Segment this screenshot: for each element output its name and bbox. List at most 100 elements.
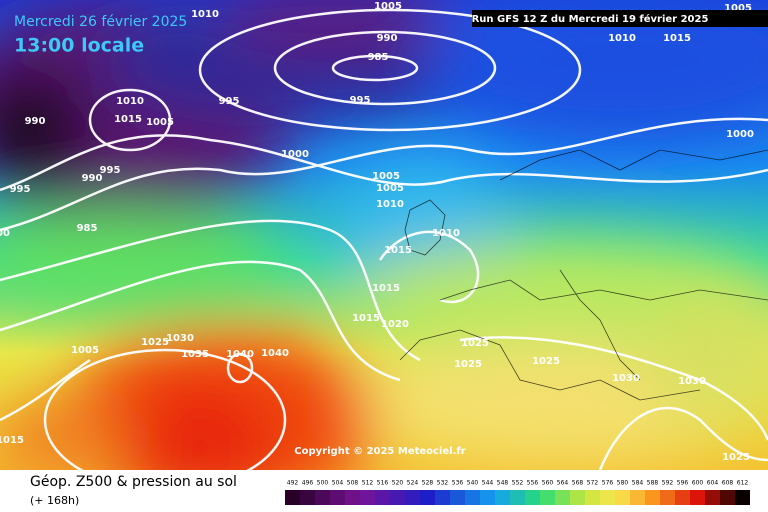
colorbar-swatch xyxy=(495,490,510,505)
footer-lead: (+ 168h) xyxy=(30,494,79,507)
colorbar-swatch xyxy=(315,490,330,505)
colorbar-label: 596 xyxy=(677,480,689,487)
colorbar-label: 556 xyxy=(527,480,539,487)
footer-title: Géop. Z500 & pression au sol xyxy=(30,474,237,490)
colorbar-swatch xyxy=(600,490,615,505)
colorbar-swatch xyxy=(540,490,555,505)
copyright: Copyright © 2025 Meteociel.fr xyxy=(294,446,465,457)
colorbar-swatch xyxy=(570,490,585,505)
colorbar-label: 548 xyxy=(497,480,509,487)
colorbar-label: 492 xyxy=(287,480,299,487)
colorbar-label: 532 xyxy=(437,480,449,487)
colorbar-label: 576 xyxy=(602,480,614,487)
colorbar-swatch xyxy=(345,490,360,505)
isobar-label: 1040 xyxy=(226,349,254,360)
colorbar-label: 592 xyxy=(662,480,674,487)
colorbar-label: 544 xyxy=(482,480,494,487)
isobar-label: 995 xyxy=(10,184,31,195)
colorbar-label: 500 xyxy=(317,480,329,487)
isobar-label: 1000 xyxy=(0,228,10,239)
isobar-label: 1010 xyxy=(376,199,404,210)
colorbar-swatch xyxy=(645,490,660,505)
isobar-label: 1025 xyxy=(141,337,169,348)
colorbar-swatch xyxy=(630,490,645,505)
isobar-label: 1000 xyxy=(726,129,754,140)
isobar-label: 1020 xyxy=(381,319,409,330)
isobar-label: 1015 xyxy=(114,114,142,125)
isobar-label: 1035 xyxy=(181,349,209,360)
colorbar-swatch xyxy=(585,490,600,505)
colorbar-label: 540 xyxy=(467,480,479,487)
colorbar-swatch xyxy=(525,490,540,505)
colorbar-label: 516 xyxy=(377,480,389,487)
isobar-label: 1015 xyxy=(663,33,691,44)
run-box xyxy=(472,10,768,27)
isobar-label: 1025 xyxy=(722,452,750,463)
colorbar-label: 496 xyxy=(302,480,314,487)
colorbar-swatch xyxy=(435,490,450,505)
isobar-label: 1010 xyxy=(191,9,219,20)
colorbar-swatch xyxy=(390,490,405,505)
isobar-label: 990 xyxy=(25,116,46,127)
colorbar-label: 580 xyxy=(617,480,629,487)
colorbar-swatch xyxy=(735,490,750,505)
colorbar-label: 560 xyxy=(542,480,554,487)
isobar-label: 1005 xyxy=(146,117,174,128)
isobar-label: 1025 xyxy=(461,338,489,349)
colorbar-label: 504 xyxy=(332,480,344,487)
isobar-label: 995 xyxy=(350,95,371,106)
colorbar-swatch xyxy=(480,490,495,505)
isobar-label: 985 xyxy=(368,52,389,63)
colorbar-label: 552 xyxy=(512,480,524,487)
colorbar-label: 604 xyxy=(707,480,719,487)
colorbar-label: 524 xyxy=(407,480,419,487)
isobar-label: 995 xyxy=(100,165,121,176)
colorbar-label: 536 xyxy=(452,480,464,487)
colorbar-swatch xyxy=(360,490,375,505)
isobar-label: 985 xyxy=(77,223,98,234)
isobar-label: 1015 xyxy=(0,435,24,446)
isobar-label: 1030 xyxy=(612,373,640,384)
isobar-label: 1025 xyxy=(532,356,560,367)
colorbar-label: 608 xyxy=(722,480,734,487)
isobar-label: 1010 xyxy=(608,33,636,44)
isobar-label: 995 xyxy=(219,96,240,107)
colorbar-swatch xyxy=(420,490,435,505)
colorbar: 492 496 500 504 508 512 516 520 524 528 532 536 540 5… xyxy=(285,480,750,505)
isobar-label: 1005 xyxy=(376,183,404,194)
isobar-label: 1015 xyxy=(352,313,380,324)
isobar-label: 1005 xyxy=(71,345,99,356)
run-info: Run GFS 12 Z du Mercredi 19 février 2025 xyxy=(472,13,709,25)
isobar-label: 1005 xyxy=(374,1,402,12)
colorbar-swatch xyxy=(300,490,315,505)
colorbar-swatch xyxy=(510,490,525,505)
colorbar-swatch xyxy=(615,490,630,505)
colorbar-swatch xyxy=(555,490,570,505)
colorbar-label: 564 xyxy=(557,480,569,487)
isobar-label: 1010 xyxy=(432,228,460,239)
colorbar-swatch xyxy=(465,490,480,505)
colorbar-swatch xyxy=(405,490,420,505)
isobar-label: 1030 xyxy=(166,333,194,344)
date: Mercredi 26 février 2025 xyxy=(14,14,187,30)
colorbar-swatch xyxy=(450,490,465,505)
colorbar-label: 612 xyxy=(737,480,749,487)
colorbar-label: 520 xyxy=(392,480,404,487)
isobar-label: 990 xyxy=(82,173,103,184)
isobar-label: 1005 xyxy=(372,171,400,182)
colorbar-swatch xyxy=(690,490,705,505)
isobar-label: 1010 xyxy=(116,96,144,107)
isobar-label: 1015 xyxy=(372,283,400,294)
colorbar-label: 584 xyxy=(632,480,644,487)
colorbar-label: 572 xyxy=(587,480,599,487)
colorbar-swatch xyxy=(375,490,390,505)
colorbar-label: 528 xyxy=(422,480,434,487)
colorbar-swatch xyxy=(675,490,690,505)
colorbar-label: 512 xyxy=(362,480,374,487)
colorbar-swatch xyxy=(660,490,675,505)
colorbar-label: 568 xyxy=(572,480,584,487)
